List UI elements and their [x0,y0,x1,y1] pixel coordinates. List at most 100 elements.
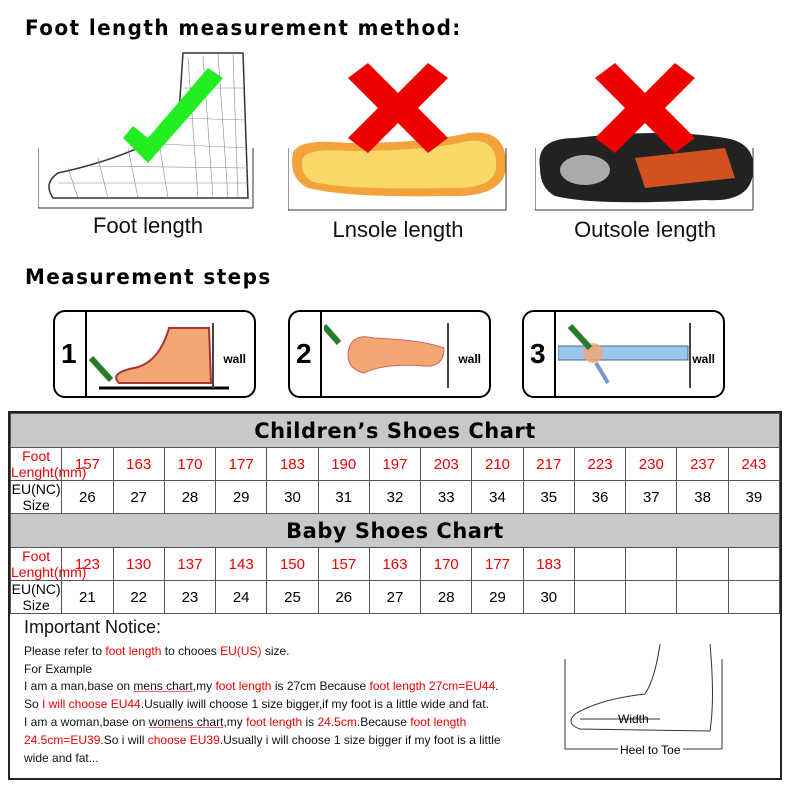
outsole-cross-icon [535,63,754,211]
notice-text: So [24,697,43,712]
notice-text: EU(US) [220,643,262,658]
table-cell: 22 [112,580,165,614]
foot-length-label: Foot length [92,213,204,238]
table-cell: 210 [471,447,524,481]
notice-text: foot length [246,714,303,729]
table-cell: 36 [573,480,627,514]
table-row: Foot Lenght(mm) 123 130 137 143 150 157 163 170 1… [9,547,781,581]
table-cell: 35 [522,480,575,514]
table-cell: 217 [522,447,575,481]
notice-line: Please refer to foot length to chooes EU… [24,643,544,661]
table-cell: 183 [522,547,575,581]
important-notice: Important Notice: Please refer to foot l… [24,617,544,767]
notice-line: I am a woman,base on womens chart,my foo… [24,714,544,732]
wall-label: wall [458,352,481,366]
table-cell: 30 [266,480,319,514]
insole-length-label: Lnsole length [332,217,464,242]
outsole-length-label: Outsole length [574,217,716,242]
table-cell: 29 [215,480,268,514]
table-cell: 163 [112,447,165,481]
table-cell: 130 [112,547,165,581]
table-cell: 237 [676,447,729,481]
table-cell: 29 [471,580,524,614]
table-cell: 31 [317,480,370,514]
notice-text: .So i will [100,732,148,747]
table-cell: 34 [471,480,524,514]
notice-title: Important Notice: [24,617,162,637]
step-1: 1 wall [53,310,256,398]
notice-text: is 27cm Because [271,679,370,694]
page-title: Foot length measurement method: [25,16,462,40]
table-cell: 183 [266,447,319,481]
table-cell: 21 [61,580,114,614]
table-cell: 32 [368,480,422,514]
table-cell: 38 [676,480,729,514]
table-cell: 27 [368,580,422,614]
table-cell: 203 [420,447,473,481]
table-row: EU(NC) Size 26 27 28 29 30 31 32 33 34 35 36 37 38 39 [9,480,781,514]
table-cell: 26 [317,580,370,614]
table-cell [625,580,678,614]
row-label: EU(NC) Size [9,480,63,514]
foot-length-illustration: Foot length [38,48,258,243]
row-label: Foot Lenght(mm) [9,447,87,481]
table-cell: 37 [625,480,678,514]
notice-text: .Usually iwill choose 1 size bigger,if m… [140,697,489,712]
notice-text: ,my [223,714,247,729]
notice-line: I am a man,base on mens chart,my foot le… [24,678,544,696]
row-label: Foot Lenght(mm) [9,547,87,581]
table-cell: 26 [61,480,114,514]
notice-line: wide and fat... [24,750,99,765]
table-cell: 157 [317,547,370,581]
notice-text: 24.5cm [317,714,357,729]
step-3: 3 wall [522,310,725,398]
notice-text: .Usually i will choose 1 size bigger if … [219,732,501,747]
notice-line: 24.5cm=EU39.So i will choose EU39.Usuall… [24,732,544,750]
notice-text: size. [261,643,290,658]
table-cell: 28 [420,580,473,614]
table-cell: 28 [163,480,217,514]
notice-line: So I will choose EU44.Usually iwill choo… [24,696,544,714]
notice-text: choose EU39 [147,732,220,747]
table-cell: 170 [420,547,473,581]
foot-outline-icon [564,643,723,750]
foot-top-wall-icon [324,323,449,388]
notice-text: ,my [192,679,216,694]
notice-text: foot length [105,643,162,658]
table-cell: 39 [727,480,781,514]
chart-title: Children’s Shoes Chart [10,413,780,448]
table-cell: 24 [215,580,268,614]
notice-text: 24.5cm=EU39 [24,732,101,747]
table-cell: 137 [163,547,217,581]
notice-line: For Example [24,661,93,676]
notice-text: I am a woman,base on [24,714,149,729]
table-cell: 190 [317,447,370,481]
notice-text: I am a man,base on [24,679,134,694]
notice-text: foot length [215,679,272,694]
step-number: 3 [530,338,546,369]
table-cell: 150 [266,547,319,581]
table-cell [676,547,729,581]
insole-length-illustration: Lnsole length [288,48,508,243]
step-2: 2 wall [288,310,491,398]
size-chart: Children’s Shoes Chart Foot Lenght(mm) 157… [8,411,782,780]
foot-check-icon [38,52,254,209]
table-cell: 223 [573,447,627,481]
width-label: Width [618,712,649,726]
table-cell: 243 [727,447,781,481]
heel-to-toe-label: Heel to Toe [618,743,683,757]
outsole-length-illustration: Outsole length [535,48,755,243]
notice-text: womens chart [148,714,224,729]
table-cell: 177 [215,447,268,481]
table-cell: 23 [163,580,217,614]
notice-text: is [302,714,318,729]
table-cell: 143 [215,547,268,581]
table-cell: 163 [368,547,422,581]
insole-cross-icon [288,63,507,211]
table-row: EU(NC) Size 21 22 23 24 25 26 27 28 29 30 [9,580,781,614]
table-cell [625,547,678,581]
table-cell: 170 [163,447,217,481]
notice-text: to chooes [161,643,221,658]
notice-text: mens chart [133,679,193,694]
foot-side-wall-icon [89,323,229,390]
